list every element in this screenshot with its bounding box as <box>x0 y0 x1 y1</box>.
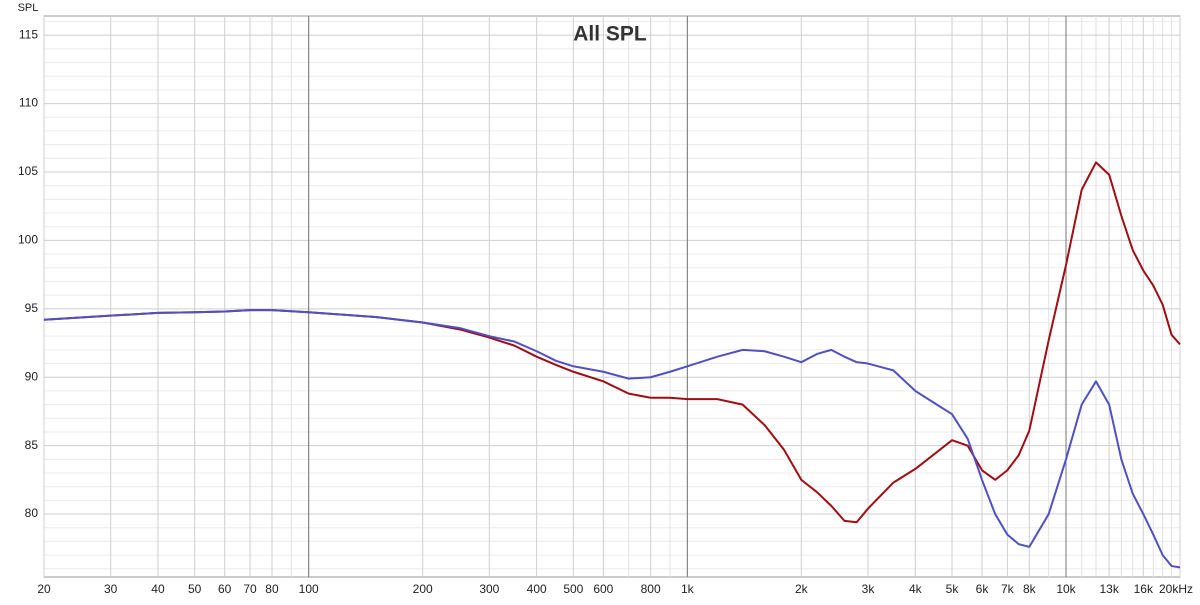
x-tick-label: 300 <box>479 582 499 596</box>
x-tick-label: 50 <box>188 582 202 596</box>
x-tick-label: 4k <box>909 582 923 596</box>
x-tick-label: 10k <box>1056 582 1076 596</box>
x-tick-label: 400 <box>527 582 547 596</box>
x-tick-label: 2k <box>795 582 809 596</box>
x-tick-label: 200 <box>413 582 433 596</box>
x-tick-label: 1k <box>681 582 695 596</box>
series-line <box>43 309 1181 569</box>
y-axis-label: SPL <box>18 2 39 14</box>
x-tick-label: 30 <box>104 582 118 596</box>
x-tick-label: 80 <box>265 582 279 596</box>
x-tick-label: 16k <box>1134 582 1154 596</box>
y-tick-label: 85 <box>25 438 39 452</box>
y-tick-label: 100 <box>18 233 38 247</box>
x-tick-label: 600 <box>593 582 613 596</box>
x-tick-label: 800 <box>641 582 661 596</box>
y-tick-label: 95 <box>25 301 39 315</box>
plot-area <box>43 15 1181 578</box>
x-tick-label: 40 <box>151 582 165 596</box>
x-tick-label: 7k <box>1001 582 1015 596</box>
x-tick-label: 500 <box>563 582 583 596</box>
x-tick-label: 8k <box>1023 582 1037 596</box>
x-tick-label: 13k <box>1099 582 1119 596</box>
x-tick-label: 3k <box>862 582 876 596</box>
y-tick-label: 80 <box>25 506 39 520</box>
chart-title: All SPL <box>573 23 647 46</box>
y-tick-label: 105 <box>18 164 38 178</box>
x-tick-label: 20 <box>37 582 51 596</box>
x-tick-label: 5k <box>946 582 960 596</box>
x-tick-label: 60 <box>218 582 232 596</box>
y-tick-label: 90 <box>25 369 39 383</box>
x-tick-label: 100 <box>299 582 319 596</box>
y-tick-label: 115 <box>19 27 38 41</box>
x-tick-label: 6k <box>976 582 990 596</box>
x-tick-label: 70 <box>243 582 257 596</box>
x-tick-label: 20kHz <box>1159 582 1193 596</box>
y-tick-label: 110 <box>19 96 38 110</box>
